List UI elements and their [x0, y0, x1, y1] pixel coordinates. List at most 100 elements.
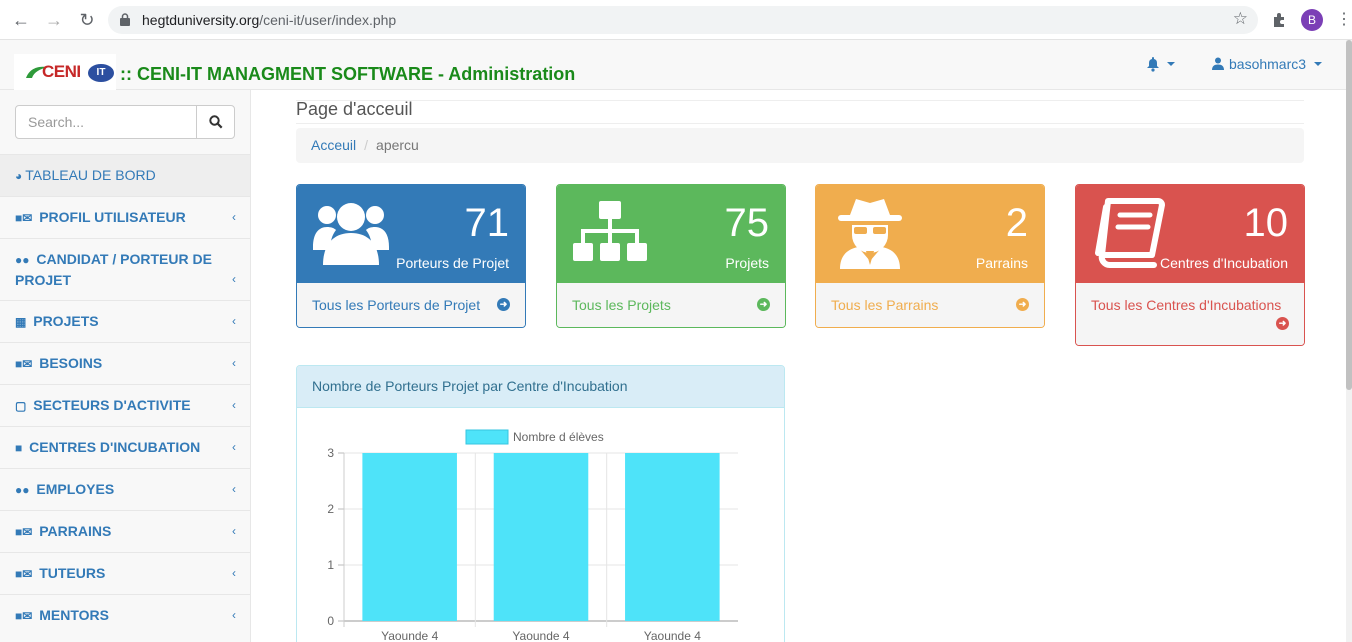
- sidebar-item-parrains[interactable]: ■✉ PARRAINS ‹: [0, 510, 250, 552]
- y-tick-label: 0: [327, 614, 334, 628]
- breadcrumb-home-link[interactable]: Acceuil: [311, 137, 357, 153]
- chevron-left-icon: ‹: [232, 440, 236, 454]
- panel-label: Projets: [725, 255, 769, 271]
- panel-label: Centres d'Incubation: [1160, 255, 1288, 271]
- search-input[interactable]: [15, 105, 197, 139]
- panel-count: 10: [1243, 201, 1289, 245]
- browser-toolbar: ← → ↻ hegtduniversity.org/ceni-it/user/i…: [0, 0, 1352, 40]
- user-secret-envelope-icon: ■✉: [15, 357, 33, 371]
- app-header: CENI IT :: CENI-IT MANAGMENT SOFTWARE - …: [0, 40, 1352, 90]
- legend-swatch: [465, 429, 509, 445]
- app-title: :: CENI-IT MANAGMENT SOFTWARE - Administ…: [120, 64, 576, 84]
- page-scrollbar[interactable]: [1346, 40, 1352, 642]
- x-tick-label: Yaounde 4: [644, 629, 701, 642]
- arrow-circle-right-icon: ➜: [757, 298, 770, 311]
- main-content: Page d'acceuil Acceuil / apercu 71 Porteur…: [251, 90, 1352, 642]
- url-text: hegtduniversity.org/ceni-it/user/index.p…: [142, 12, 397, 28]
- sidebar-item-centres[interactable]: ■ CENTRES D'INCUBATION ‹: [0, 426, 250, 468]
- sidebar-item-projets[interactable]: ▦ PROJETS ‹: [0, 300, 250, 342]
- logo-text: CENI: [42, 62, 81, 81]
- sidebar-search: [15, 105, 235, 139]
- sidebar-item-secteurs[interactable]: ▢ SECTEURS D'ACTIVITE ‹: [0, 384, 250, 426]
- arrow-circle-right-icon: ➜: [497, 298, 510, 311]
- sitemap-icon: [573, 201, 647, 261]
- sidebar-item-tableau-de-bord[interactable]: ◕ TABLEAU DE BORD: [0, 154, 250, 196]
- users-icon: ●●: [15, 483, 30, 497]
- reload-icon[interactable]: ↻: [79, 10, 95, 30]
- x-tick-label: Yaounde 4: [512, 629, 569, 642]
- y-tick-label: 1: [327, 558, 334, 572]
- panel-count: 75: [724, 201, 770, 245]
- profile-avatar[interactable]: B: [1301, 9, 1323, 31]
- extensions-icon[interactable]: [1270, 10, 1290, 30]
- chevron-left-icon: ‹: [232, 356, 236, 370]
- calendar-icon: ▢: [15, 399, 27, 413]
- logo-swoosh-icon: [26, 66, 48, 78]
- users-icon: ●●: [15, 253, 30, 267]
- sidebar-item-besoins[interactable]: ■✉ BESOINS ‹: [0, 342, 250, 384]
- view-all-centres-link[interactable]: Tous les Centres d'Incubations ➜: [1076, 283, 1304, 345]
- bar: [362, 453, 457, 621]
- sidebar-item-employes[interactable]: ●● EMPLOYES ‹: [0, 468, 250, 510]
- x-tick-label: Yaounde 4: [381, 629, 438, 642]
- user-secret-envelope-icon: ■✉: [15, 211, 33, 225]
- view-all-porteurs-link[interactable]: Tous les Porteurs de Projet ➜: [297, 283, 525, 327]
- chevron-left-icon: ‹: [232, 210, 236, 224]
- user-secret-envelope-icon: ■✉: [15, 609, 33, 623]
- panel-porteurs: 71 Porteurs de Projet Tous les Porteurs …: [296, 184, 526, 328]
- dashboard-icon: ◕: [15, 169, 23, 183]
- chevron-left-icon: ‹: [232, 566, 236, 580]
- bar-chart: Nombre d élèves 0 1 2 3 Yaounde 4 Yaounde 4 Yao…: [327, 429, 738, 642]
- user-menu[interactable]: basohmarc3: [1212, 56, 1323, 72]
- forward-icon[interactable]: →: [45, 10, 63, 30]
- ceni-it-logo[interactable]: CENI IT: [14, 54, 116, 90]
- chevron-left-icon: ‹: [232, 398, 236, 412]
- chevron-left-icon: ‹: [232, 314, 236, 328]
- sidebar-item-candidat[interactable]: ●● CANDIDAT / PORTEUR DE PROJET ‹: [0, 238, 250, 300]
- page-title: Page d'acceuil: [296, 99, 1304, 124]
- chart-panel: Nombre de Porteurs Projet par Centre d'I…: [296, 365, 785, 642]
- chevron-left-icon: ‹: [232, 608, 236, 622]
- chevron-left-icon: ‹: [232, 482, 236, 496]
- arrow-circle-right-icon: ➜: [1016, 298, 1029, 311]
- bookmark-star-icon[interactable]: ☆: [1232, 9, 1248, 28]
- breadcrumb: Acceuil / apercu: [296, 128, 1304, 163]
- chevron-left-icon: ‹: [232, 272, 236, 286]
- chart-panel-title: Nombre de Porteurs Projet par Centre d'I…: [297, 366, 784, 408]
- arrow-circle-right-icon: ➜: [1276, 317, 1289, 330]
- search-button[interactable]: [196, 105, 235, 139]
- legend-label: Nombre d élèves: [513, 430, 604, 444]
- y-tick-label: 3: [327, 446, 334, 460]
- browser-menu-icon[interactable]: ⋮: [1336, 11, 1352, 28]
- sidebar: ◕TABLEAU DE BORD ■✉ PROFIL UTILISATEUR‹ …: [0, 90, 251, 642]
- breadcrumb-current: apercu: [376, 137, 419, 153]
- scrollbar-thumb[interactable]: [1346, 40, 1352, 390]
- panel-count: 2: [1005, 201, 1028, 245]
- book-icon: ▦: [15, 315, 27, 329]
- panel-projets: 75 Projets Tous les Projets ➜: [556, 184, 786, 328]
- back-icon[interactable]: ←: [12, 10, 30, 30]
- bar: [493, 453, 589, 621]
- view-all-projets-link[interactable]: Tous les Projets ➜: [557, 283, 785, 327]
- sidebar-menu: ◕ TABLEAU DE BORD ■✉ PROFIL UTILISATEUR ‹ …: [0, 154, 250, 636]
- sidebar-item-mentors[interactable]: ■✉ MENTORS ‹: [0, 594, 250, 636]
- bell-icon: [1147, 57, 1175, 72]
- notifications-dropdown[interactable]: [1146, 56, 1176, 72]
- username: basohmarc3: [1229, 56, 1307, 72]
- y-tick-label: 2: [327, 502, 334, 516]
- sidebar-item-profil-utilisateur[interactable]: ■✉ PROFIL UTILISATEUR ‹: [0, 196, 250, 238]
- panel-parrains: 2 Parrains Tous les Parrains ➜: [815, 184, 1045, 328]
- user-secret-icon: [838, 199, 902, 269]
- panel-centres: 10 Centres d'Incubation Tous les Centres…: [1075, 184, 1305, 346]
- bar: [625, 453, 720, 621]
- book-icon: [1095, 198, 1165, 268]
- address-bar[interactable]: hegtduniversity.org/ceni-it/user/index.p…: [108, 6, 1258, 34]
- view-all-parrains-link[interactable]: Tous les Parrains ➜: [816, 283, 1044, 327]
- user-secret-envelope-icon: ■✉: [15, 525, 33, 539]
- user-secret-icon: ■: [15, 441, 23, 455]
- caret-down-icon: [1313, 62, 1322, 66]
- chevron-left-icon: ‹: [232, 524, 236, 538]
- sidebar-item-tuteurs[interactable]: ■✉ TUTEURS ‹: [0, 552, 250, 594]
- panel-label: Parrains: [975, 255, 1028, 271]
- logo-badge: IT: [88, 64, 114, 82]
